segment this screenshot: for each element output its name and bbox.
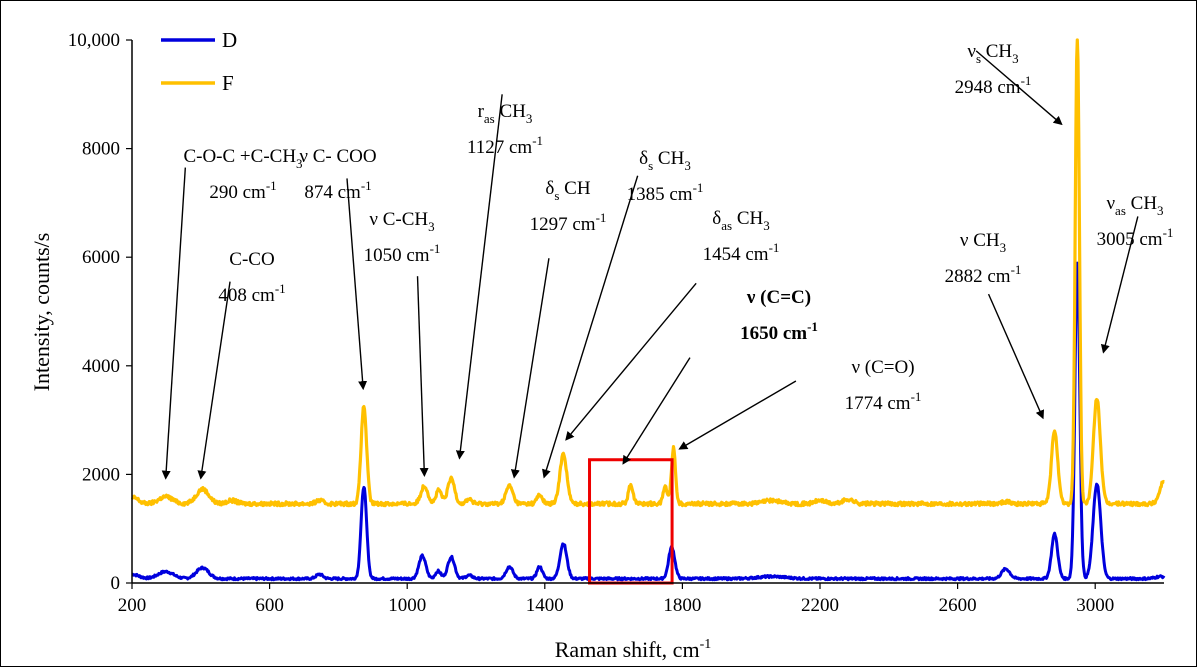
annotation-label: 290 cm-1 — [209, 178, 276, 203]
annotation-label: 1650 cm-1 — [740, 319, 818, 344]
y-tick-label: 6000 — [82, 247, 120, 268]
annotation-label: δas CH3 — [712, 208, 769, 233]
annotation-label: 2948 cm-1 — [955, 73, 1032, 98]
annotation-label: 1127 cm-1 — [467, 133, 543, 158]
annotation-arrow — [197, 281, 231, 480]
annotation-label: νs CH3 — [967, 41, 1018, 66]
annotation-arrow — [987, 293, 1045, 420]
y-tick-label: 10,000 — [68, 30, 120, 51]
x-tick-label: 3000 — [1076, 595, 1114, 616]
annotation-label: νas CH3 — [1106, 193, 1163, 218]
x-tick-label: 2600 — [939, 595, 977, 616]
series-line-d — [131, 261, 1166, 582]
x-tick-label: 1400 — [526, 595, 564, 616]
series-line-f — [130, 38, 1165, 508]
annotation-label: ras CH3 — [478, 101, 533, 126]
x-axis-title-unit-exponent: -1 — [700, 637, 712, 652]
annotation-arrow — [565, 282, 697, 441]
x-axis-title-text: Raman shift, cm — [555, 637, 700, 662]
annotation-arrow — [622, 357, 691, 465]
annotation-label: 1297 cm-1 — [530, 210, 607, 235]
annotation-label: ν (C=O) — [851, 357, 914, 378]
annotation-label: C-CO — [229, 249, 274, 270]
annotation-label: 408 cm-1 — [218, 281, 285, 306]
y-tick-label: 4000 — [82, 356, 120, 377]
annotation-label: δs CH — [545, 178, 590, 203]
legend-label-f: F — [222, 71, 234, 95]
legend: D F — [161, 28, 237, 95]
annotation-label: 874 cm-1 — [304, 178, 371, 203]
annotation-label: ν C- COO — [299, 146, 376, 167]
annotation-label: δs CH3 — [639, 148, 691, 173]
annotation-label: 1774 cm-1 — [845, 389, 922, 414]
x-tick-label: 1000 — [388, 595, 426, 616]
x-tick-label: 600 — [255, 595, 284, 616]
x-tick-label: 1800 — [663, 595, 701, 616]
annotation-label: C-O-C +C-CH3 — [183, 146, 302, 171]
legend-label-d: D — [222, 28, 237, 52]
annotation-label: 1050 cm-1 — [364, 241, 441, 266]
x-tick-label: 2200 — [801, 595, 839, 616]
annotation-arrow — [455, 94, 503, 460]
y-axis-title: Intensity, counts/s — [29, 233, 54, 392]
annotation-arrow — [416, 276, 429, 477]
annotation-arrow — [678, 380, 797, 450]
annotation-label: 3005 cm-1 — [1097, 225, 1174, 250]
x-axis-title: Raman shift, cm-1 — [555, 637, 711, 662]
y-tick-label: 0 — [111, 573, 121, 594]
y-tick-label: 8000 — [82, 139, 120, 160]
highlight-box — [588, 458, 674, 585]
annotation-label: 1454 cm-1 — [703, 240, 780, 265]
annotation-arrow — [161, 167, 187, 480]
annotation-label: ν CH3 — [960, 230, 1006, 255]
x-tick-label: 200 — [118, 595, 147, 616]
annotation-arrow — [975, 50, 1063, 126]
annotation-arrow — [542, 175, 639, 479]
annotation-arrow — [1100, 216, 1139, 354]
annotation-label: 1385 cm-1 — [627, 180, 704, 205]
annotation-label: ν C-CH3 — [369, 209, 434, 234]
annotation-arrow — [510, 258, 550, 479]
annotation-arrow — [346, 178, 368, 391]
annotation-label: ν (C=C) — [746, 287, 811, 308]
y-tick-label: 2000 — [82, 464, 120, 485]
annotation-label: 2882 cm-1 — [945, 262, 1022, 287]
